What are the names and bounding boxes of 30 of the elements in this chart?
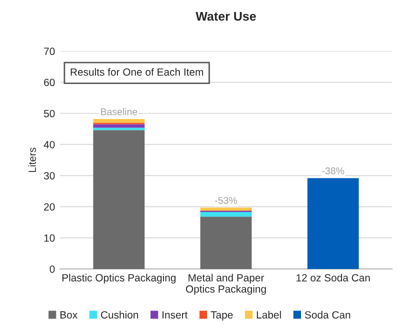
legend-label: Label: [256, 310, 281, 319]
bar: [200, 216, 252, 269]
x-tick-label: Metal and Paper Optics Packaging: [186, 274, 266, 295]
bar: [200, 212, 252, 217]
annotation: Baseline: [101, 108, 138, 116]
legend-label: Insert: [162, 311, 188, 319]
legend-label: Soda Can: [304, 310, 350, 319]
y-axis-title: Liters: [28, 148, 36, 172]
y-tick-label: 40: [44, 140, 55, 148]
y-tick-label: 60: [44, 78, 55, 86]
y-tick-label: 0: [50, 265, 55, 273]
bar: [93, 118, 145, 123]
legend-label: Cushion: [101, 310, 138, 319]
annotation: -53%: [215, 196, 238, 204]
x-tick-label: Plastic Optics Packaging: [62, 274, 176, 284]
y-tick-label: 50: [44, 110, 55, 118]
bar: [200, 208, 252, 210]
y-tick-label: 10: [44, 234, 55, 242]
legend-label: Tape: [210, 311, 233, 321]
bar: [307, 178, 359, 269]
annotation: -38%: [322, 167, 344, 174]
bar: [93, 130, 145, 269]
legend-label: Box: [60, 311, 78, 319]
y-tick-label: 70: [44, 48, 55, 56]
x-tick-label: 12 oz Soda Can: [296, 274, 370, 282]
y-tick-label: 20: [44, 203, 55, 211]
bar: [93, 128, 145, 130]
chart-title: Water Use: [196, 12, 256, 21]
annotation: Results for One of Each Item: [70, 68, 204, 76]
y-tick-label: 30: [44, 172, 55, 180]
